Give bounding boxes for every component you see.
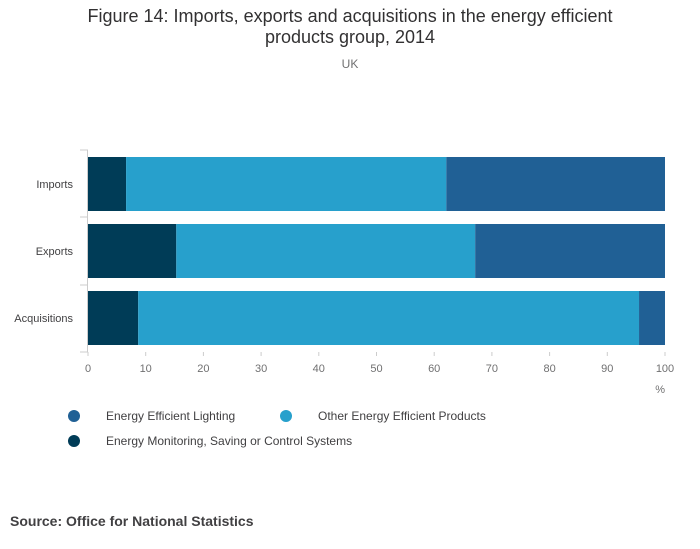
legend-label-other: Other Energy Efficient Products xyxy=(318,409,486,423)
x-tick-label: 30 xyxy=(255,363,267,375)
x-tick-label: 40 xyxy=(313,363,325,375)
bar-lighting-imports xyxy=(446,157,665,211)
y-tick-label: Exports xyxy=(36,246,74,258)
bar-monitoring-acquisitions xyxy=(88,291,139,345)
chart-subtitle: UK xyxy=(341,57,359,71)
y-tick-label: Acquisitions xyxy=(14,313,73,325)
source-note: Source: Office for National Statistics xyxy=(10,513,254,529)
x-tick-label: 100 xyxy=(656,363,674,375)
chart-title-line-2: products group, 2014 xyxy=(264,27,436,47)
y-tick-label: Imports xyxy=(36,179,73,191)
bar-other-imports xyxy=(126,157,447,211)
bar-lighting-acquisitions xyxy=(639,291,665,345)
x-tick-label: 20 xyxy=(197,363,209,375)
chart-title: Figure 14: Imports, exports and acquisit… xyxy=(0,6,700,48)
x-tick-label: 0 xyxy=(85,363,91,375)
legend-label-lighting: Energy Efficient Lighting xyxy=(106,409,235,423)
x-tick-label: 80 xyxy=(543,363,555,375)
bar-monitoring-exports xyxy=(88,224,177,278)
x-axis-label: % xyxy=(655,384,665,396)
bar-other-exports xyxy=(176,224,476,278)
legend-marker-lighting xyxy=(68,410,80,422)
legend-marker-other xyxy=(280,410,292,422)
x-tick-label: 60 xyxy=(428,363,440,375)
chart-title-line-1: Figure 14: Imports, exports and acquisit… xyxy=(87,6,613,26)
x-tick-label: 70 xyxy=(486,363,498,375)
x-tick-label: 10 xyxy=(140,363,152,375)
legend-marker-monitoring xyxy=(68,435,80,447)
x-tick-label: 90 xyxy=(601,363,613,375)
bar-lighting-exports xyxy=(475,224,665,278)
x-tick-label: 50 xyxy=(370,363,382,375)
legend-label-monitoring: Energy Monitoring, Saving or Control Sys… xyxy=(106,434,352,448)
bar-monitoring-imports xyxy=(88,157,127,211)
bar-other-acquisitions xyxy=(138,291,640,345)
